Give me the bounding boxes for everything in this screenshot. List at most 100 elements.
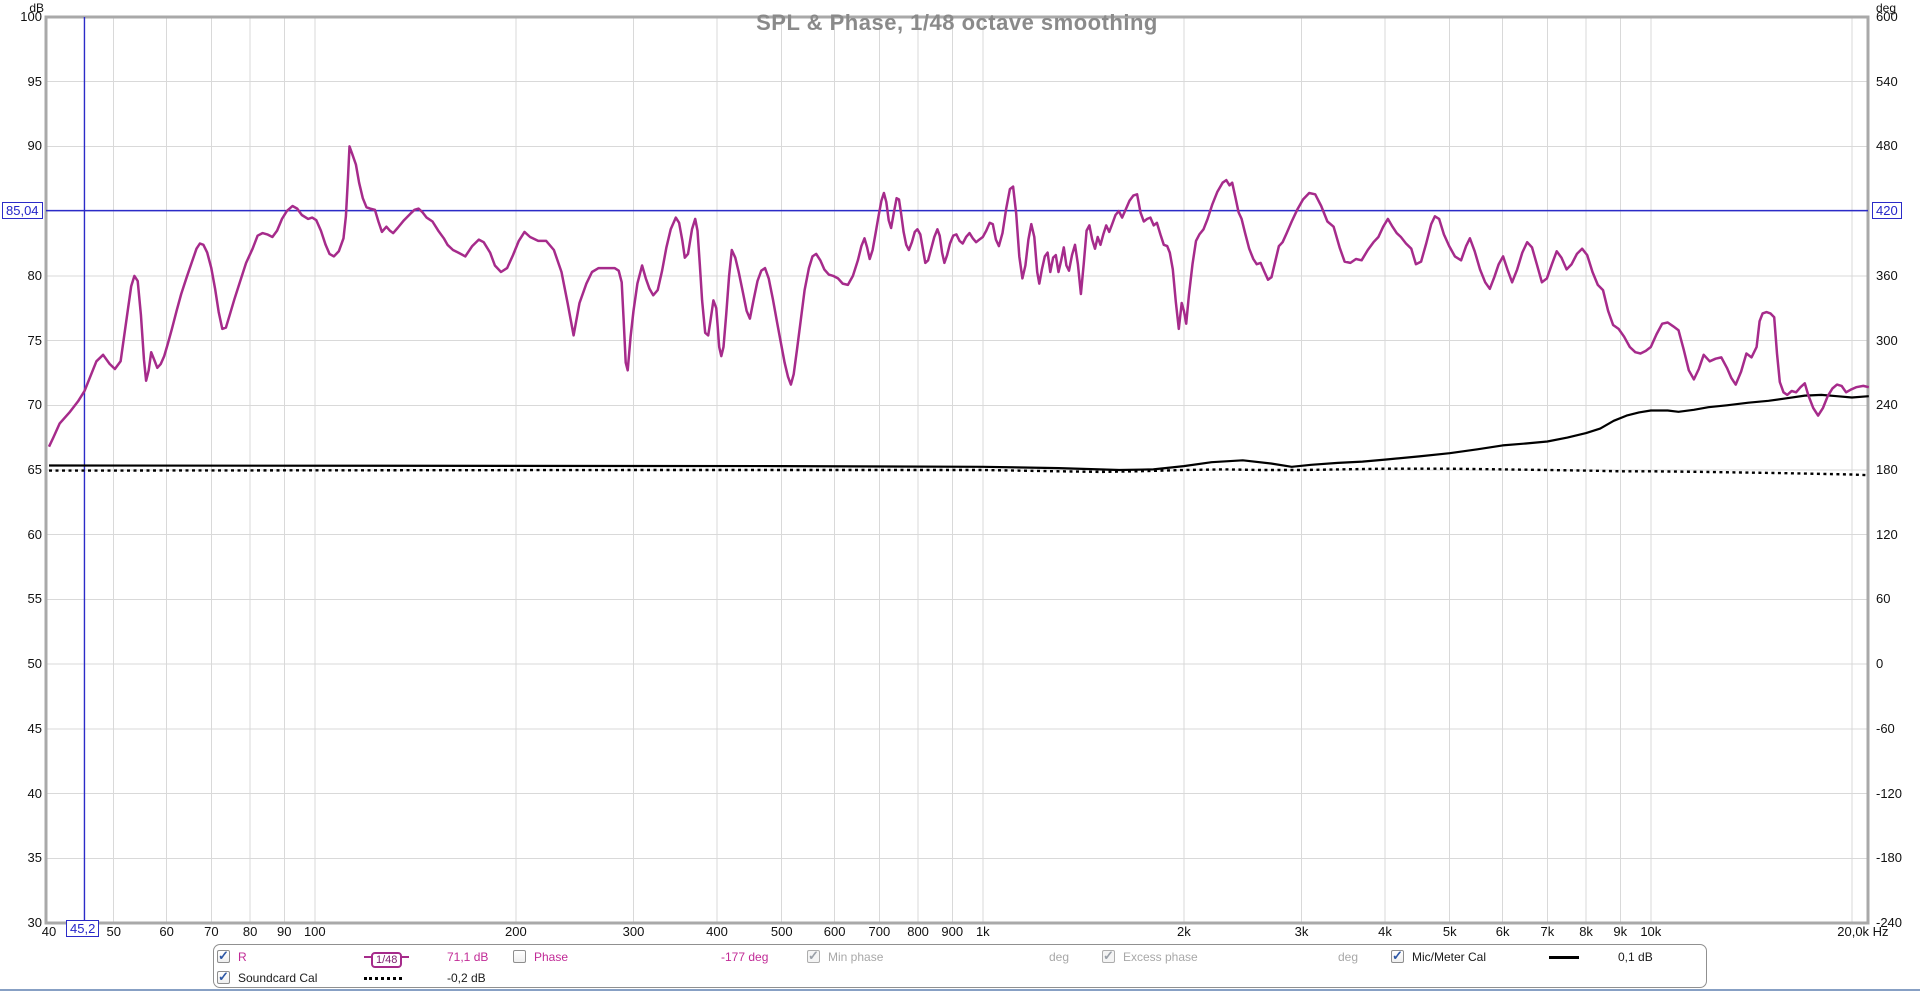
smoothing-badge[interactable]: 1/48 [364,949,410,968]
min-phase-label: Min phase [828,950,884,964]
checkmark-icon: ✓ [218,948,229,963]
x-tick-label: 100 [303,924,326,939]
y-right-tick-label: 300 [1876,332,1898,348]
x-tick-label: 200 [505,924,527,939]
x-tick-label: 1k [975,924,990,939]
x-tick-label: 400 [706,924,728,939]
phase-cursor-value: -177 deg [721,950,769,964]
r-label: R [238,950,247,964]
x-tick-label: 20,0k Hz [1837,924,1889,939]
plot-frame [44,15,1870,925]
x-tick-label: 10k [1640,924,1662,939]
y-left-tick-label: 30 [27,915,42,930]
y-right-tick-label: 60 [1876,591,1891,607]
badge-dash-icon [402,956,410,958]
excess-phase-checkbox[interactable]: ✓ [1102,948,1115,963]
soundcard-cal-curve [48,467,1869,477]
x-tick-label: 4k [1378,924,1392,939]
checkmark-icon: ✓ [218,969,229,984]
y-left-tick-label: 100 [20,9,42,24]
y-left-tick-label: 55 [27,591,42,607]
y-right-tick-label: 180 [1876,462,1898,477]
legend-row-2: ✓ Soundcard Cal -0,2 dB [214,970,1706,986]
x-tick-label: 7k [1540,924,1555,939]
y-left-tick-label: 45 [27,720,42,736]
checkmark-icon: ✓ [1392,948,1403,963]
x-tick-label: 600 [823,924,846,939]
y-right-tick-label: 240 [1876,397,1898,413]
mic-meter-cal-cursor-value: 0,1 dB [1618,950,1653,964]
x-tick-label: 6k [1495,924,1510,939]
y-right-tick-label: 540 [1876,73,1898,89]
soundcard-cal-cursor-value: -0,2 dB [447,971,486,985]
y-right-tick-label: 600 [1876,9,1898,24]
x-tick-label: 9k [1613,924,1628,939]
y-right-tick-label: -120 [1876,785,1903,801]
y-left-tick-label: 35 [27,850,42,866]
phase-label: Phase [534,950,569,964]
x-tick-label: 70 [204,924,219,939]
x-tick-label: 40 [41,924,57,939]
cursor-freq-readout: 45,2 [66,920,100,937]
min-phase-checkbox[interactable]: ✓ [807,948,820,963]
badge-dash-icon [364,956,371,958]
x-tick-label: 60 [159,924,174,939]
mic-meter-cal-line-sample [1549,956,1579,959]
y-left-tick-label: 60 [27,526,42,542]
excess-phase-unit: deg [1338,950,1359,964]
x-tick-label: 800 [907,924,929,939]
y-right-tick-label: -60 [1876,720,1895,736]
min-phase-unit: deg [1049,950,1070,964]
y-right-tick-label: -180 [1876,850,1903,866]
mic-meter-cal-label: Mic/Meter Cal [1412,950,1487,964]
plot-area[interactable] [46,17,1868,923]
y-right-tick-label: 480 [1876,138,1898,154]
y-left-unit-label: dB [29,1,44,15]
y-left-tick-label: 90 [27,138,42,154]
smoothing-value: 1/48 [371,952,403,968]
mic-meter-cal-curve [48,393,1869,472]
soundcard-cal-line-sample [364,977,402,980]
x-tick-label: 5k [1442,924,1457,939]
x-tick-label: 90 [277,924,292,939]
x-tick-label: 3k [1294,924,1309,939]
legend-box: ✓ R 1/48 71,1 dB ✓ Phase -177 deg ✓ Min … [213,944,1707,988]
checkmark-icon: ✓ [808,948,819,963]
x-tick-label: 300 [622,924,645,939]
cursor-spl-readout: 85,04 [2,202,43,219]
mic-meter-cal-checkbox[interactable]: ✓ [1391,948,1404,963]
y-left-tick-label: 65 [27,462,42,477]
x-tick-label: 50 [106,924,121,939]
y-right-tick-label: -240 [1876,915,1903,930]
x-tick-label: 2k [1177,924,1191,939]
phase-checkbox[interactable]: ✓ [513,950,526,963]
checkmark-icon: ✓ [1103,948,1114,963]
r-checkbox[interactable]: ✓ [217,948,230,963]
y-left-tick-label: 40 [27,785,42,801]
soundcard-cal-checkbox[interactable]: ✓ [217,969,230,984]
y-left-tick-label: 95 [27,73,42,89]
y-right-tick-label: 120 [1876,526,1898,542]
x-tick-label: 8k [1579,924,1593,939]
r-cursor-value: 71,1 dB [447,950,489,964]
y-left-tick-label: 75 [27,332,42,348]
spl-curve [47,145,1870,448]
y-left-tick-label: 70 [27,397,42,413]
excess-phase-label: Excess phase [1123,950,1198,964]
window-bottom-border [0,989,1920,991]
legend-row-1: ✓ R 1/48 71,1 dB ✓ Phase -177 deg ✓ Min … [214,948,1706,968]
x-tick-label: 500 [770,924,793,939]
x-tick-label: 900 [941,924,964,939]
y-left-tick-label: 80 [27,267,42,283]
chart-title: SPL & Phase, 1/48 octave smoothing [756,10,1158,35]
soundcard-cal-label: Soundcard Cal [238,971,318,985]
y-right-unit-label: deg [1876,1,1897,15]
x-tick-label: 700 [868,924,891,939]
x-tick-label: 80 [242,924,258,939]
cursor-deg-readout: 420 [1872,202,1902,219]
y-right-tick-label: 360 [1876,267,1898,283]
y-left-tick-label: 50 [27,656,42,672]
y-right-tick-label: 0 [1876,656,1884,672]
